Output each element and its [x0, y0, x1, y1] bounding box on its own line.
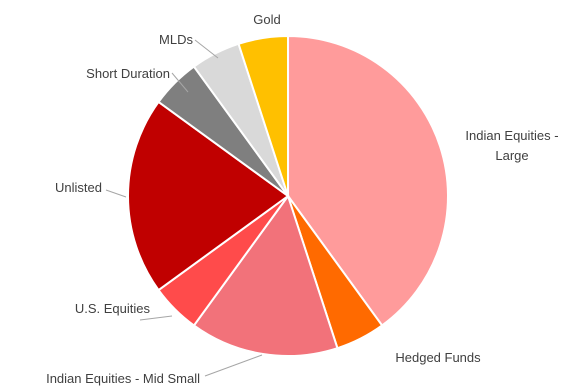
slice-label-line: Indian Equities - Mid Small — [46, 371, 200, 386]
slice-label-indian-equities-mid-small: Indian Equities - Mid Small — [46, 371, 200, 386]
leader-line-short-duration — [171, 72, 189, 93]
pie-slice-indian-equities-large — [287, 34, 449, 327]
pie-slices — [127, 34, 449, 357]
slice-label-u-s-equities: U.S. Equities — [75, 301, 151, 316]
slice-label-line: Indian Equities - — [465, 128, 558, 143]
leader-line-u-s-equities — [139, 315, 173, 321]
pie-slice-indian-equities-mid-small — [192, 193, 339, 357]
slice-labels: Indian Equities - Large Hedged Funds Indian… — [46, 12, 559, 386]
slice-label-line: Gold — [253, 12, 280, 27]
slice-label-gold: Gold — [253, 12, 280, 27]
slice-label-unlisted: Unlisted — [55, 180, 102, 195]
leader-line-mlds — [194, 39, 219, 59]
slice-label-mlds: MLDs — [159, 32, 193, 47]
slice-label-line: Short Duration — [86, 66, 170, 81]
label-leader-lines — [105, 39, 263, 377]
pie-slice-unlisted — [127, 100, 290, 292]
slice-label-line: Large — [495, 148, 528, 163]
slice-label-short-duration: Short Duration — [86, 66, 170, 81]
slice-label-indian-equities-large: Indian Equities - Large — [465, 128, 558, 163]
pie-slice-gold — [237, 34, 289, 197]
slice-label-hedged-funds: Hedged Funds — [395, 350, 481, 365]
leader-line-unlisted — [105, 189, 127, 198]
slice-label-line: Hedged Funds — [395, 350, 481, 365]
leader-line-indian-equities-mid-small — [204, 354, 263, 377]
slice-label-line: MLDs — [159, 32, 193, 47]
slice-label-line: Unlisted — [55, 180, 102, 195]
slice-label-line: U.S. Equities — [75, 301, 151, 316]
